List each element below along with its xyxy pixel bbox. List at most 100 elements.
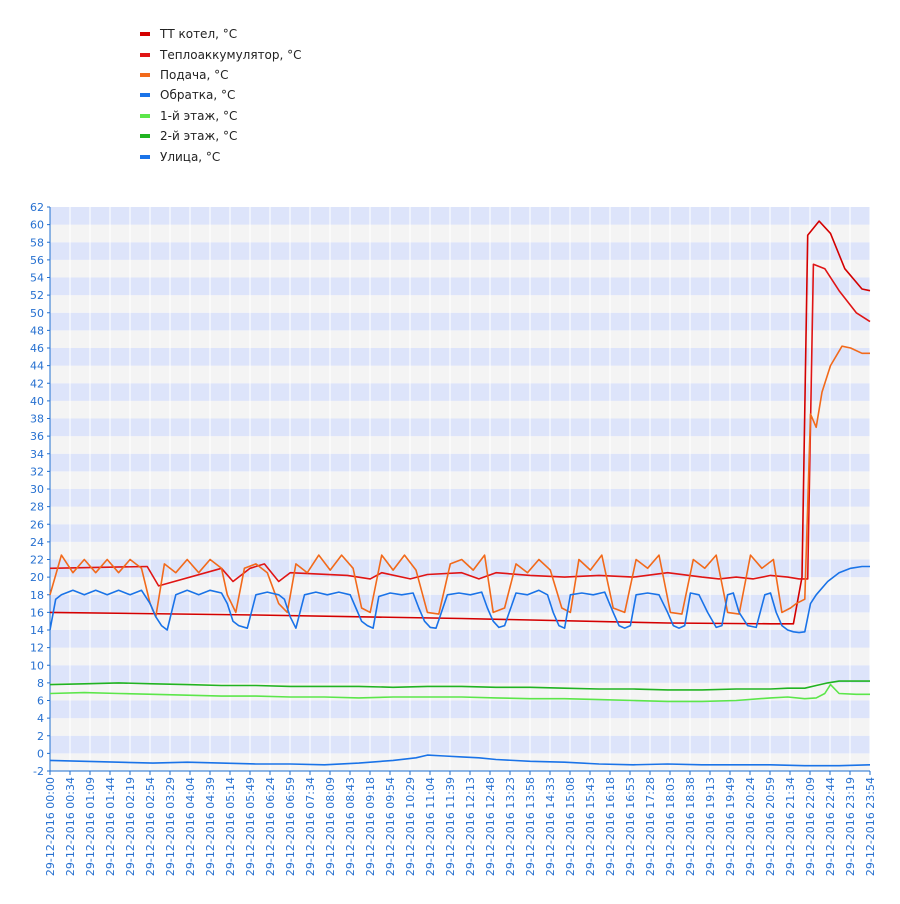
y-tick-labels: -202468101214161820222426283032343638404… [30,201,50,778]
x-tick-label: 29-12-2016 02:54 [144,777,157,876]
y-tick-label: 32 [30,465,44,478]
y-tick-label: 34 [30,448,44,461]
x-tick-label: 29-12-2016 20:24 [744,777,757,876]
plot-bands [50,207,870,771]
x-tick-label: 29-12-2016 00:00 [44,777,57,876]
x-tick-label: 29-12-2016 04:39 [204,777,217,876]
x-tick-label: 29-12-2016 09:54 [384,777,397,876]
legend-item: Подача, °C [140,65,302,85]
legend-item: Теплоаккумулятор, °C [140,44,302,64]
y-tick-label: 60 [30,219,44,232]
y-tick-label: 38 [30,413,44,426]
x-tick-label: 29-12-2016 18:38 [684,777,697,876]
y-tick-label: 8 [37,677,44,690]
x-tick-label: 29-12-2016 15:08 [564,777,577,876]
grid-band [50,453,870,472]
x-tick-label: 29-12-2016 14:33 [544,777,557,876]
grid-band [50,295,870,313]
x-tick-label: 29-12-2016 07:34 [304,777,317,876]
x-tick-label: 29-12-2016 01:09 [84,777,97,876]
y-tick-label: 22 [30,554,44,567]
x-tick-label: 29-12-2016 12:48 [484,777,497,876]
grid-band [50,436,870,454]
legend-label: Теплоаккумулятор, °C [160,47,302,62]
x-tick-label: 29-12-2016 13:23 [504,777,517,876]
x-tick-label: 29-12-2016 21:34 [784,777,797,876]
y-tick-label: 0 [37,747,44,760]
grid-band [50,224,870,243]
grid-band [50,418,870,437]
y-tick-label: 36 [30,430,44,443]
legend-item: Обратка, °C [140,85,302,105]
grid-band [50,471,870,489]
y-tick-label: 10 [30,659,44,672]
y-tick-label: 54 [30,272,44,285]
grid-band [50,330,870,348]
x-tick-label: 29-12-2016 11:04 [424,777,437,876]
legend-swatch [140,52,150,57]
series-line-4 [49,683,870,703]
x-tick-label: 29-12-2016 12:13 [464,777,477,876]
y-tick-label: 56 [30,254,44,267]
legend-label: 1-й этаж, °C [160,108,238,123]
x-tick-label: 29-12-2016 10:29 [404,777,417,876]
x-tick-label: 29-12-2016 13:58 [524,777,537,876]
grid-band [50,524,870,542]
x-tick-label: 29-12-2016 03:29 [164,777,177,876]
legend-label: ТТ котел, °C [160,27,238,42]
y-tick-label: 58 [30,236,44,249]
series-line-0 [49,220,871,625]
legend-swatch [140,113,150,118]
x-tick-label: 29-12-2016 17:28 [644,777,657,876]
y-tick-label: 18 [30,589,44,602]
x-tick-label: 29-12-2016 23:54 [864,777,877,876]
grid-band [50,207,870,225]
y-tick-label: 24 [30,536,44,549]
grid-band [50,718,870,736]
series-line-3 [49,565,870,634]
legend-item: ТТ котел, °C [140,24,302,44]
y-tick-label: 30 [30,483,44,496]
grid-band [50,682,870,701]
y-tick-label: 42 [30,377,44,390]
grid-band [50,577,870,595]
x-tick-label: 29-12-2016 06:59 [284,777,297,876]
y-tick-label: 28 [30,501,44,514]
grid-band [50,365,870,384]
y-tick-label: 48 [30,324,44,337]
x-tick-label: 29-12-2016 06:24 [264,777,277,876]
legend-swatch [140,93,150,98]
x-tick-label: 29-12-2016 00:34 [64,777,77,876]
x-tick-label: 29-12-2016 02:19 [124,777,137,876]
x-tick-label: 29-12-2016 05:14 [224,777,237,876]
x-tick-label: 29-12-2016 22:09 [804,777,817,876]
x-tick-label: 29-12-2016 18:03 [664,777,677,876]
legend-label: Обратка, °C [160,88,236,103]
grid-band [50,541,870,560]
grid-band [50,259,870,278]
legend-label: 2-й этаж, °C [160,129,238,144]
y-tick-label: 52 [30,289,44,302]
grid-band [50,735,870,754]
x-tick-label: 29-12-2016 16:18 [604,777,617,876]
y-tick-label: 4 [37,712,44,725]
x-tick-labels: 29-12-2016 00:00 29-12-2016 00:34 29-12-20… [44,771,877,876]
x-tick-label: 29-12-2016 16:53 [624,777,637,876]
x-tick-label: 29-12-2016 05:49 [244,777,257,876]
x-tick-label: 29-12-2016 08:43 [344,777,357,876]
x-tick-label: 29-12-2016 15:43 [584,777,597,876]
y-tick-label: 2 [37,730,44,743]
x-tick-label: 29-12-2016 08:09 [324,777,337,876]
series-lines [49,220,871,767]
legend-label: Подача, °C [160,67,229,82]
x-tick-label: 29-12-2016 09:18 [364,777,377,876]
y-tick-label: -2 [33,765,44,778]
grid-band [50,277,870,296]
x-tick-label: 29-12-2016 19:13 [704,777,717,876]
y-tick-label: 26 [30,518,44,531]
legend-swatch [140,32,150,37]
series-line-2 [49,345,870,618]
legend-item: Улица, °C [140,146,302,166]
grid-band [50,383,870,401]
